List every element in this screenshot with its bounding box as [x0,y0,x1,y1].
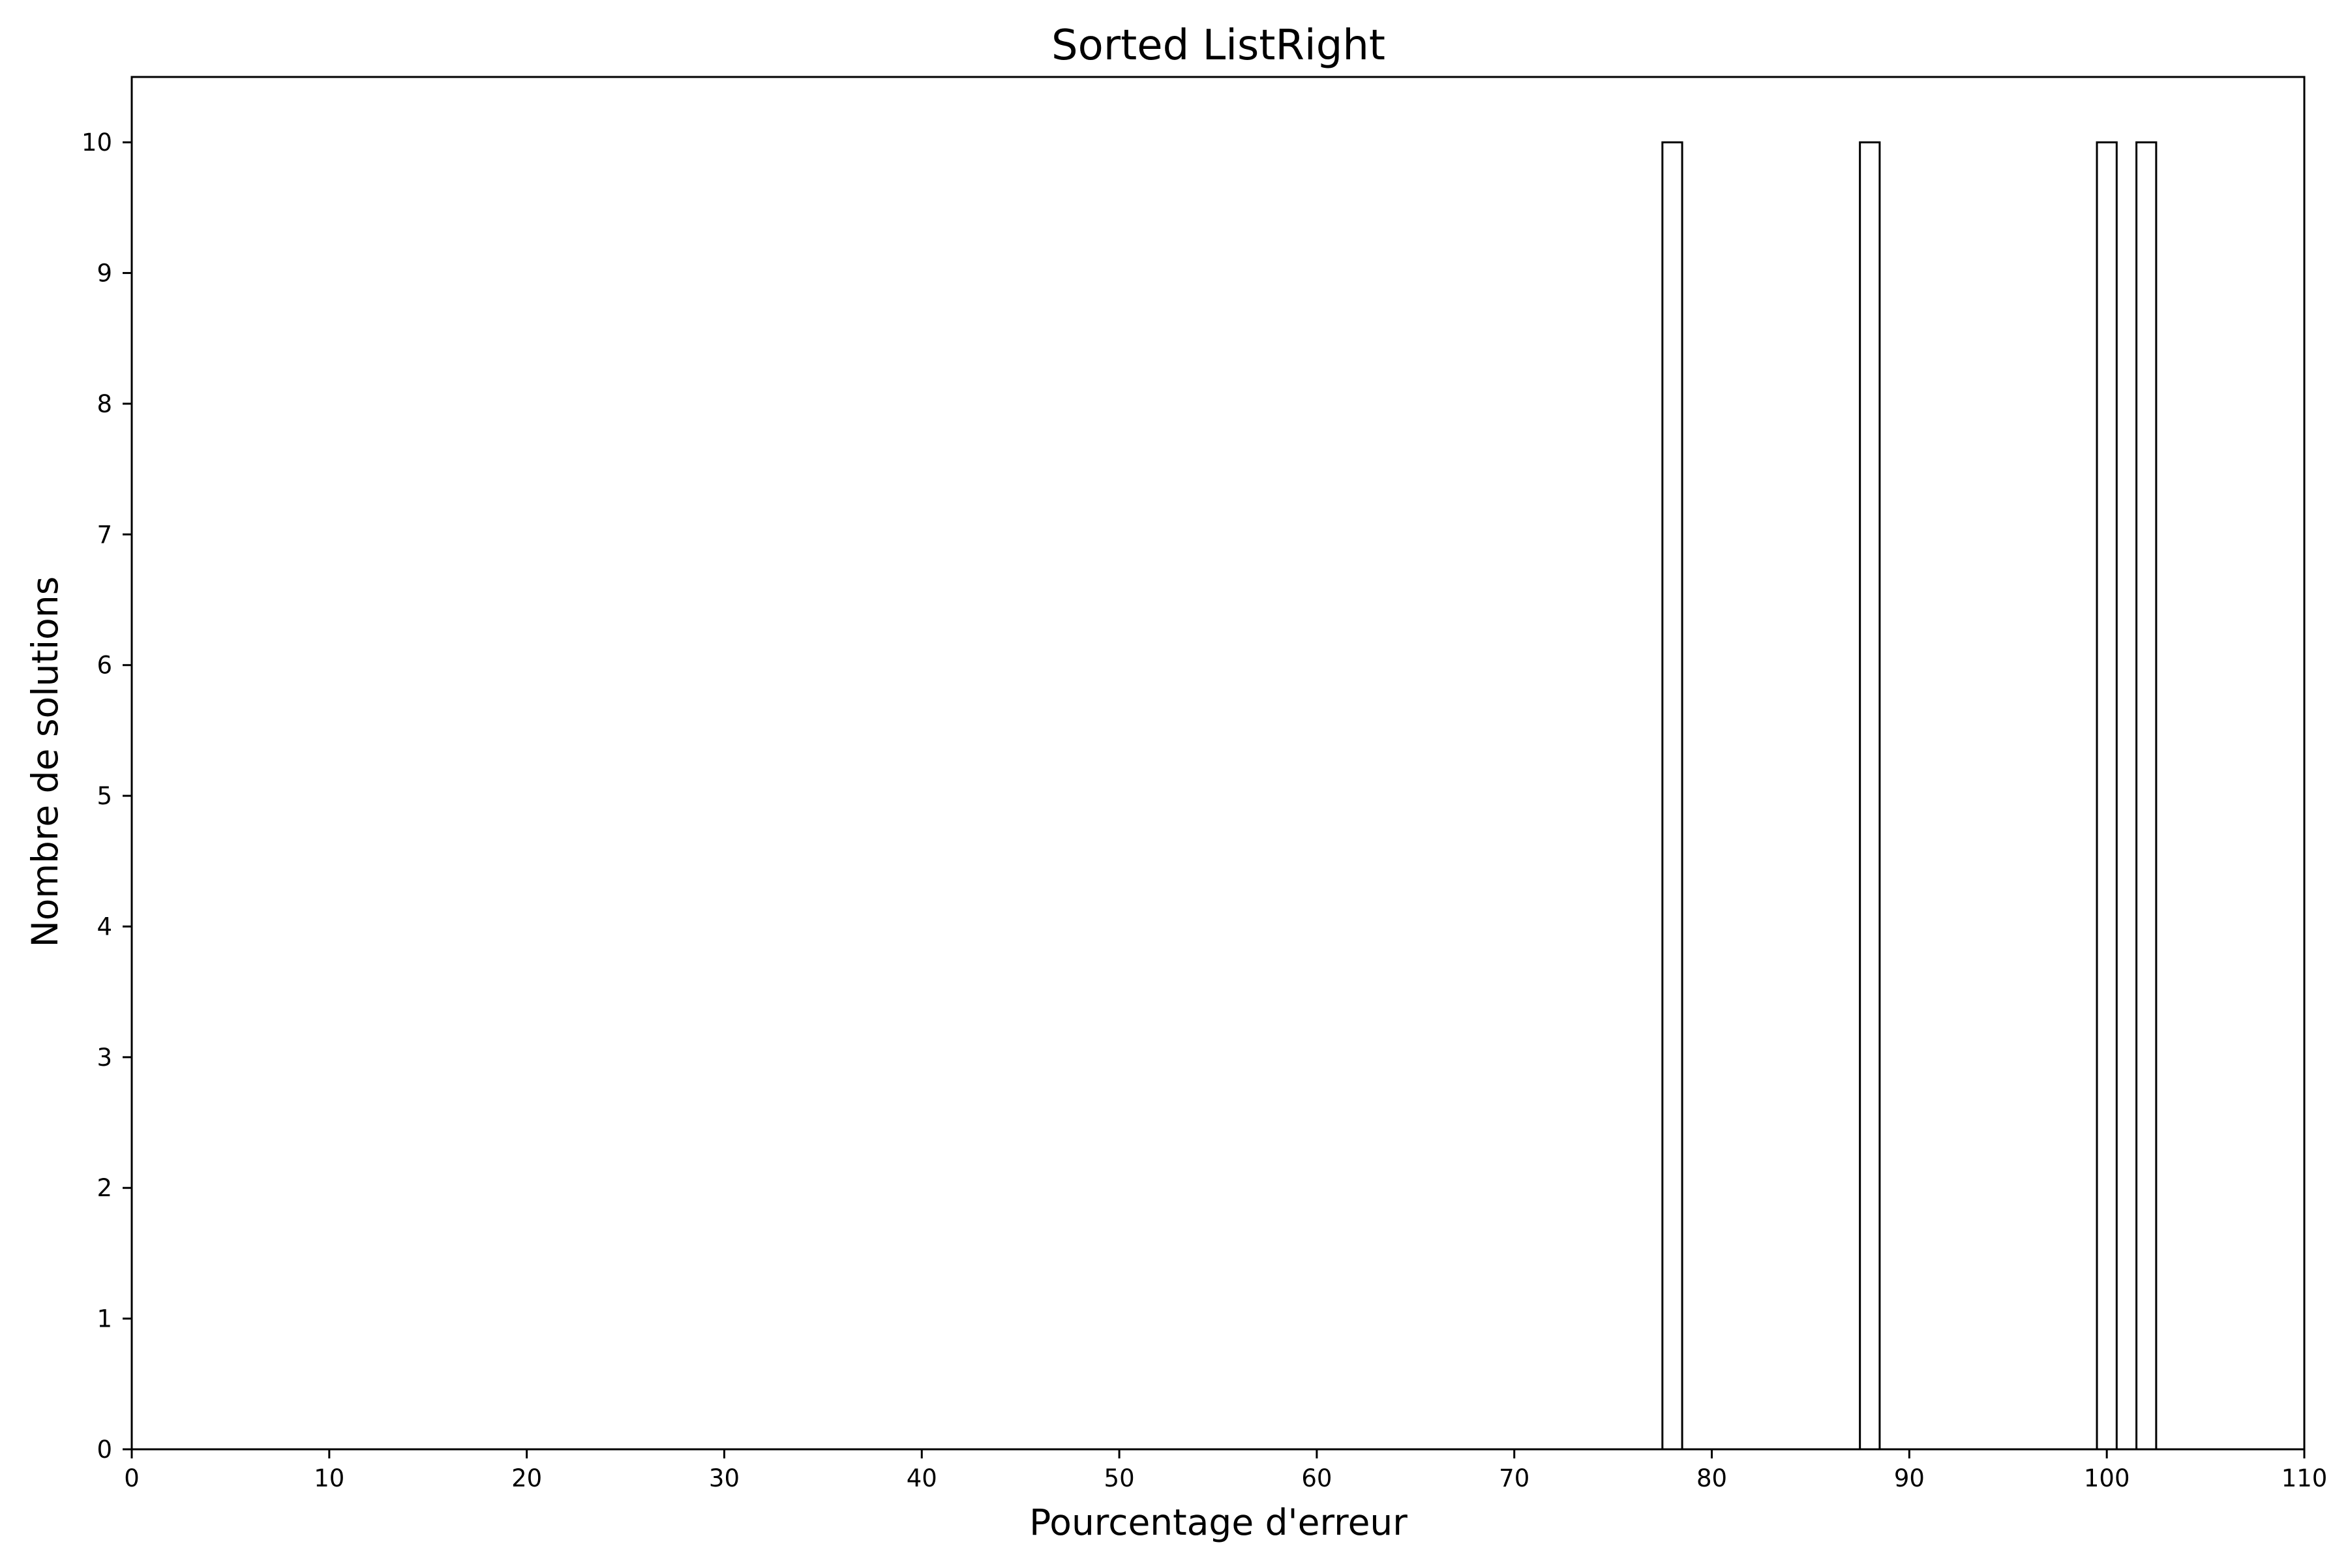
x-tick-label: 60 [1301,1464,1332,1492]
x-tick-label: 40 [907,1464,937,1492]
histogram-bar-4 [2135,141,2158,1451]
x-tick-label: 20 [511,1464,542,1492]
bars-group [1661,141,2158,1451]
x-axis-title: Pourcentage d'erreur [1029,1501,1407,1543]
y-tick-label: 4 [97,912,112,941]
x-tick-label: 80 [1696,1464,1727,1492]
y-tick-label: 3 [97,1044,112,1072]
x-tick-label: 10 [314,1464,344,1492]
y-axis-title: Nombre de solutions [24,577,66,948]
y-tick-label: 1 [97,1305,112,1333]
x-tick-label: 0 [124,1464,140,1492]
y-tick-label: 9 [97,260,112,288]
x-tick-label: 110 [2281,1464,2328,1492]
histogram-bar-3 [2096,141,2118,1451]
y-tick-label: 6 [97,652,112,680]
x-tick-label: 50 [1104,1464,1135,1492]
chart-title: Sorted ListRight [1051,22,1385,70]
x-tick-label: 100 [2084,1464,2130,1492]
y-tick-label: 5 [97,782,112,810]
x-tick-label: 30 [709,1464,740,1492]
y-tick-label: 7 [97,520,112,549]
y-tick-label: 8 [97,390,112,418]
axes-group: 0 10 20 30 40 50 60 70 80 90 100 110 0 1 2 3 4 5 6 7 8 9 10 [82,76,2328,1492]
y-tick-label: 2 [97,1174,112,1202]
y-tick-label: 0 [97,1436,112,1464]
histogram-bar-1 [1661,141,1683,1451]
plot-frame [130,76,2306,1451]
x-tick-label: 90 [1894,1464,1925,1492]
y-tick-label: 10 [82,128,112,157]
x-tick-label: 70 [1499,1464,1529,1492]
histogram-bar-2 [1859,141,1881,1451]
